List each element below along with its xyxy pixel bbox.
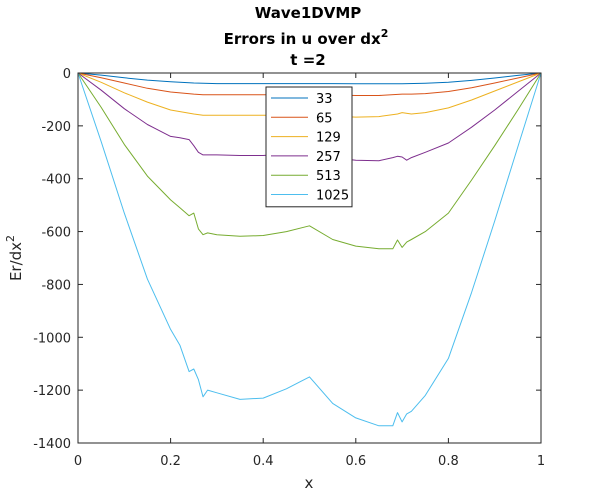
series-line-33	[77, 72, 542, 85]
y-axis-label: Er/dx2	[4, 235, 25, 281]
legend: 33 65 129 257 513 1025	[265, 86, 353, 208]
x-tick-label: 1	[537, 454, 545, 469]
legend-box	[265, 86, 353, 208]
x-axis-label: x	[305, 474, 314, 492]
x-tick-label: 0.6	[345, 454, 366, 469]
legend-label-65: 65	[316, 111, 333, 126]
legend-label-1025: 1025	[316, 189, 349, 204]
x-tick-label: 0.8	[438, 454, 459, 469]
chart-title-line-1: Wave1DVMP	[255, 4, 362, 22]
y-tick-label: -600	[41, 226, 71, 241]
series-line-1025	[77, 72, 542, 427]
legend-label-33: 33	[316, 92, 333, 107]
x-tick-label: 0	[74, 454, 82, 469]
y-tick-label: -1400	[33, 437, 71, 452]
y-tick-label: -800	[41, 278, 71, 293]
series-line-513	[77, 72, 542, 250]
x-tick-label: 0.2	[160, 454, 181, 469]
chart-title-line-2: Errors in u over dx2	[224, 27, 389, 48]
y-tick-label: -1000	[33, 331, 71, 346]
legend-label-513: 513	[316, 169, 341, 184]
x-tick-label: 0.4	[253, 454, 274, 469]
y-tick-label: 0	[63, 67, 71, 82]
chart-title-line-3: t =2	[290, 51, 325, 69]
y-tick-label: -1200	[33, 384, 71, 399]
legend-label-257: 257	[316, 150, 341, 165]
legend-label-129: 129	[316, 131, 341, 146]
y-axis-ticks: 0 -200 -400 -600 -800 -1000 -1200 -1400	[33, 67, 541, 452]
axes-box	[77, 72, 542, 444]
y-tick-label: -400	[41, 173, 71, 188]
y-tick-label: -200	[41, 120, 71, 135]
x-axis-ticks: 0 0.2 0.4 0.6 0.8 1	[74, 73, 545, 469]
